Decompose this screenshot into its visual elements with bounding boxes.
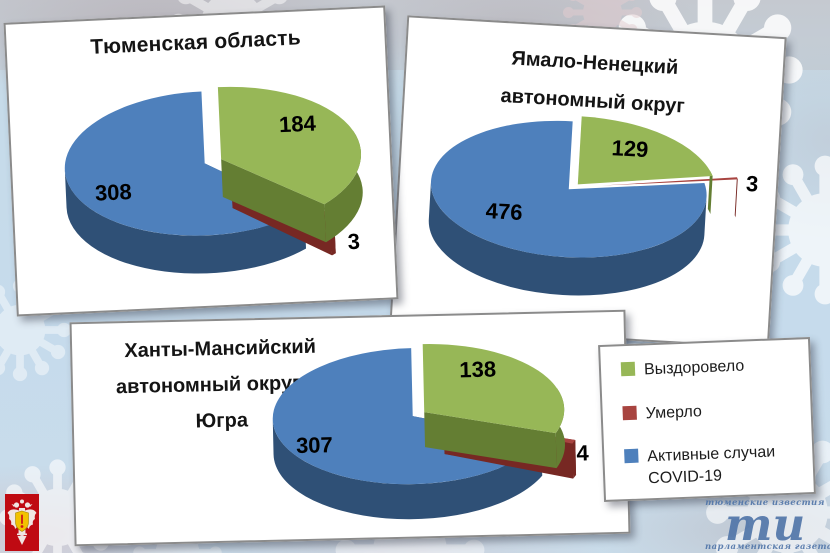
pie-slice-recovered [217, 86, 363, 243]
slice-top [577, 116, 713, 185]
slice-rim-wall [572, 440, 577, 479]
value-label-recovered: 138 [459, 356, 496, 382]
legend-item-died: Умерло [622, 397, 811, 426]
pie-slice-recovered [422, 344, 565, 469]
value-label-active: 307 [296, 432, 333, 458]
slice-rim-wall [324, 130, 363, 243]
pie-chart-tyumen: 184 3 308 [64, 86, 363, 274]
pie-chart-khanty-mansi: 138 4 307 [272, 344, 590, 520]
value-label-died: 3 [347, 229, 360, 255]
value-label-active: 476 [485, 198, 523, 225]
value-label-died: 3 [745, 171, 759, 197]
newspaper-logo-top-text: тюменские известия [705, 497, 825, 508]
chart-card-yamalo-nenets: Ямало-Ненецкий автономный округ 129 3 476 [389, 15, 787, 349]
slice-cut-wall [221, 159, 327, 243]
legend-label: Активные случаи COVID-19 [647, 443, 776, 488]
slice-rim-wall [734, 177, 738, 218]
slice-rim-wall [64, 169, 306, 274]
pie-slice-active [428, 120, 707, 296]
value-label-active: 308 [94, 179, 132, 206]
slice-top [217, 86, 362, 205]
rospotrebnadzor-emblem-icon [5, 494, 39, 551]
slice-top [430, 120, 707, 258]
legend-swatch-recovered [620, 361, 636, 377]
legend-item-recovered: Выздоровело [620, 353, 810, 382]
value-label-recovered: 129 [611, 135, 649, 162]
slice-top [602, 177, 738, 186]
slice-cut-wall [424, 412, 557, 469]
newspaper-logo-monogram: ти [724, 497, 806, 551]
legend-label: Умерло [645, 402, 703, 422]
value-label-died: 4 [576, 440, 590, 465]
legend-items: Выздоровело Умерло Активные случаи COVID-1… [620, 353, 814, 490]
legend-item-active: Активные случаи COVID-19 [624, 440, 814, 490]
slice-rim-wall [272, 419, 543, 520]
chart-card-khanty-mansi: Ханты-Мансийский автономный округ — Югра… [69, 309, 631, 547]
chart-card-tyumen: Тюменская область 184 3 308 [3, 5, 399, 317]
slice-top [422, 344, 565, 434]
pie-slice-recovered [577, 116, 713, 214]
slice-rim-wall [707, 170, 713, 214]
pie-chart-yamalo-nenets: 129 3 476 [428, 116, 759, 296]
value-label-recovered: 184 [279, 111, 318, 138]
newspaper-logo-bottom-text: парламентская газета [705, 542, 830, 552]
legend-swatch-active [624, 448, 639, 464]
legend-swatch-died [622, 405, 637, 420]
newspaper-logo: тюменские известия ти парламентская газе… [705, 497, 830, 552]
legend-label: Выздоровело [643, 357, 745, 379]
legend: Выздоровело Умерло Активные случаи COVID-1… [598, 336, 816, 503]
slice-rim-wall [428, 181, 707, 296]
pie-slice-died [602, 177, 738, 218]
